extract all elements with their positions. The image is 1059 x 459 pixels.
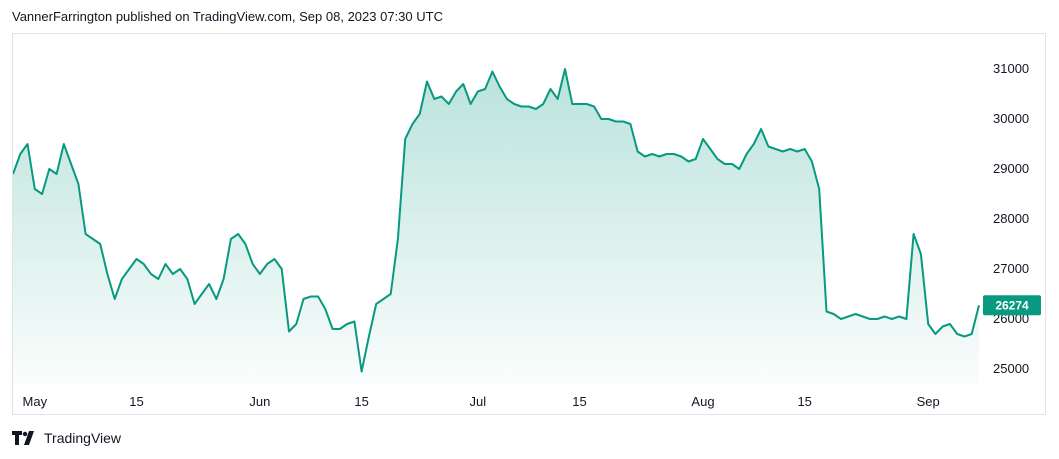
footer: TradingView xyxy=(12,429,121,447)
y-tick-label: 27000 xyxy=(993,261,1029,276)
chart-frame: 25000 26000 27000 28000 29000 30000 31000 May 1… xyxy=(12,33,1046,415)
y-tick-label: 25000 xyxy=(993,361,1029,376)
publish-info: VannerFarrington published on TradingVie… xyxy=(12,9,443,24)
tradingview-logo-icon[interactable] xyxy=(12,431,38,445)
last-price-label: 26274 xyxy=(995,298,1029,312)
y-tick-label: 28000 xyxy=(993,211,1029,226)
x-tick-label: May xyxy=(23,394,48,409)
y-tick-label: 30000 xyxy=(993,111,1029,126)
tradingview-brand[interactable]: TradingView xyxy=(44,430,122,446)
x-tick-label: Aug xyxy=(691,394,714,409)
price-line xyxy=(13,68,980,373)
price-area-fill xyxy=(13,69,979,384)
x-tick-label: 15 xyxy=(797,394,811,409)
x-tick-label: Jul xyxy=(469,394,486,409)
x-tick-label: Jun xyxy=(249,394,270,409)
x-tick-label: Sep xyxy=(917,394,940,409)
x-tick-label: 15 xyxy=(354,394,368,409)
x-tick-label: 15 xyxy=(572,394,586,409)
x-tick-label: 15 xyxy=(129,394,143,409)
y-tick-label: 29000 xyxy=(993,161,1029,176)
last-price-tag xyxy=(983,295,1041,316)
y-tick-label: 31000 xyxy=(993,61,1029,76)
